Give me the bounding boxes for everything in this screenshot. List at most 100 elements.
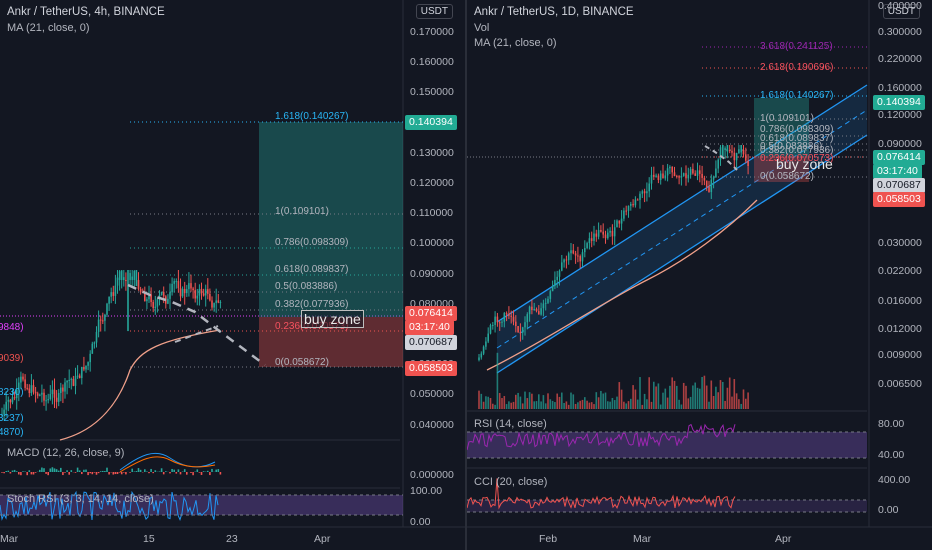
- candle-body: [104, 314, 106, 321]
- candle-body: [129, 272, 131, 280]
- right-rsi-axis-bottom: 40.00: [878, 449, 905, 461]
- candle-body: [114, 285, 117, 296]
- right-buy-zone-label[interactable]: buy zone: [776, 156, 833, 172]
- right-fib-level-label: 1.618(0.140267): [760, 90, 834, 101]
- right-price-chart[interactable]: [467, 0, 932, 550]
- volume-bar: [561, 392, 563, 409]
- right-fib-level-label: 3.618(0.241125): [760, 41, 833, 52]
- candle-body: [634, 199, 637, 206]
- left-macd-label[interactable]: MACD (12, 26, close, 9): [7, 447, 125, 459]
- volume-bar: [549, 399, 552, 409]
- right-vol-label[interactable]: Vol: [474, 22, 490, 34]
- volume-bar: [579, 400, 581, 409]
- volume-bar: [657, 383, 660, 409]
- volume-bar: [641, 404, 644, 409]
- volume-bar: [634, 389, 637, 409]
- candle-body: [83, 366, 85, 370]
- candle-body: [554, 279, 556, 286]
- macd-histogram-bar: [202, 471, 205, 472]
- right-price-axis-tick: 0.300000: [878, 26, 922, 38]
- candle-body: [689, 168, 692, 175]
- right-chart-panel[interactable]: Ankr / TetherUS, 1D, BINANCE Vol MA (21,…: [467, 0, 932, 550]
- candle-body: [74, 376, 77, 386]
- candle-body: [70, 379, 73, 381]
- volume-bar: [510, 402, 512, 409]
- macd-histogram-bar: [139, 469, 142, 472]
- candle-body: [724, 148, 726, 150]
- candle-body: [639, 193, 641, 200]
- left-chart-panel[interactable]: Ankr / TetherUS, 4h, BINANCE MA (21, clo…: [0, 0, 465, 550]
- left-ma-price-tag: 0.070687: [405, 335, 457, 350]
- right-currency-button[interactable]: USDT: [882, 4, 920, 19]
- right-ma-price-tag: 0.070687: [873, 178, 925, 193]
- volume-bar: [586, 400, 588, 409]
- left-currency-button[interactable]: USDT: [415, 4, 453, 19]
- right-last-price-tag: 0.076414: [873, 150, 925, 165]
- macd-histogram-bar: [160, 468, 163, 472]
- candle-body: [659, 173, 662, 180]
- volume-bar: [524, 391, 526, 409]
- candle-body: [150, 294, 152, 303]
- right-ma-label[interactable]: MA (21, close, 0): [474, 37, 557, 49]
- candle-body: [30, 385, 33, 394]
- macd-histogram-bar: [207, 470, 209, 472]
- candle-body: [213, 303, 215, 308]
- macd-histogram-bar: [118, 472, 121, 473]
- volume-bar: [517, 392, 519, 409]
- volume-bar: [671, 377, 673, 409]
- volume-bar: [745, 398, 747, 409]
- macd-histogram-bar: [120, 472, 123, 475]
- left-buy-zone-label[interactable]: buy zone: [301, 310, 364, 328]
- candle-body: [194, 290, 196, 299]
- right-chart-title[interactable]: Ankr / TetherUS, 1D, BINANCE: [474, 6, 634, 18]
- macd-line: [119, 452, 216, 471]
- macd-histogram-bar: [15, 471, 18, 472]
- macd-histogram-bar: [91, 472, 94, 475]
- macd-histogram-bar: [129, 472, 131, 473]
- candle-body: [173, 281, 175, 284]
- panel-divider[interactable]: [465, 0, 467, 550]
- candle-body: [480, 353, 483, 358]
- right-price-axis-tick: 0.012000: [878, 323, 922, 335]
- candle-body: [733, 152, 736, 161]
- volume-bar: [623, 401, 625, 409]
- right-price-axis-tick: 0.022000: [878, 265, 922, 277]
- candle-body: [731, 150, 733, 153]
- macd-histogram-bar: [173, 469, 175, 472]
- left-price-chart[interactable]: [0, 0, 465, 550]
- candle-body: [106, 303, 108, 315]
- candle-body: [55, 397, 58, 402]
- candle-body: [519, 332, 522, 334]
- candle-body: [9, 399, 12, 403]
- left-price-axis-tick: 0.170000: [410, 26, 454, 38]
- macd-histogram-bar: [39, 469, 41, 472]
- macd-histogram-bar: [89, 472, 91, 474]
- volume-bar: [567, 404, 570, 409]
- candle-body: [515, 321, 517, 327]
- candle-body: [671, 166, 673, 173]
- candle-body: [616, 220, 618, 228]
- right-time-tick-mar: Mar: [633, 533, 652, 545]
- macd-histogram-bar: [97, 472, 100, 474]
- macd-histogram-bar: [186, 472, 188, 475]
- candle-body: [39, 394, 41, 396]
- candle-body: [22, 376, 24, 380]
- candle-body: [18, 382, 20, 390]
- candle-body: [148, 294, 150, 300]
- volume-bar: [666, 397, 669, 409]
- left-price-axis-tick: 0.110000: [410, 207, 454, 220]
- volume-bar: [717, 392, 719, 409]
- candle-body: [510, 315, 512, 317]
- left-ma-label[interactable]: MA (21, close, 0): [7, 22, 90, 34]
- left-stoch-label[interactable]: Stoch RSI (3, 3, 14, 14, close): [7, 493, 154, 505]
- candle-body: [186, 289, 188, 294]
- candle-body: [183, 288, 186, 294]
- right-cci-label[interactable]: CCI (20, close): [474, 476, 548, 488]
- left-chart-title[interactable]: Ankr / TetherUS, 4h, BINANCE: [7, 6, 165, 18]
- candle-body: [133, 270, 136, 280]
- right-price-axis-tick: 0.120000: [878, 109, 922, 121]
- candle-body: [171, 283, 173, 293]
- right-rsi-label[interactable]: RSI (14, close): [474, 418, 547, 430]
- candle-body: [664, 175, 667, 179]
- volume-bar: [625, 403, 627, 409]
